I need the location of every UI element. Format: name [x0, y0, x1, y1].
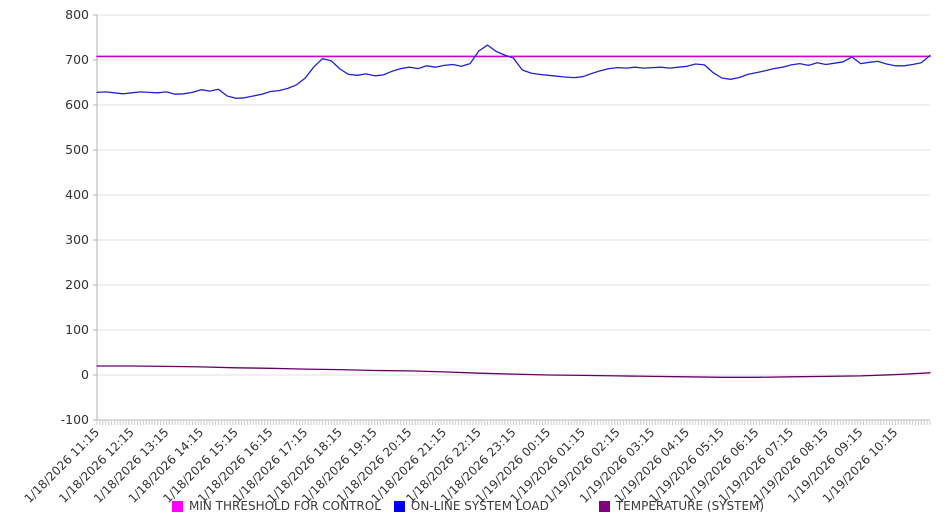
svg-text:400: 400: [65, 187, 89, 202]
legend-label-online-system-load: ON-LINE SYSTEM LOAD: [410, 499, 549, 513]
svg-text:800: 800: [65, 7, 89, 22]
svg-text:600: 600: [65, 97, 89, 112]
chart-legend: MIN THRESHOLD FOR CONTROL ON-LINE SYSTEM…: [172, 499, 764, 513]
svg-text:200: 200: [65, 277, 89, 292]
temperature-swatch-icon: [598, 500, 610, 512]
svg-text:-100: -100: [61, 412, 89, 427]
legend-item-temperature: TEMPERATURE (SYSTEM): [598, 499, 765, 513]
svg-text:700: 700: [65, 52, 89, 67]
online-system-load-swatch-icon: [393, 500, 405, 512]
legend-item-online-system-load: ON-LINE SYSTEM LOAD: [393, 499, 549, 513]
legend-label-min-threshold: MIN THRESHOLD FOR CONTROL: [189, 499, 381, 513]
min-threshold-swatch-icon: [172, 500, 183, 512]
legend-label-temperature: TEMPERATURE (SYSTEM): [615, 499, 765, 513]
legend-item-min-threshold: MIN THRESHOLD FOR CONTROL: [172, 499, 381, 513]
svg-text:0: 0: [81, 367, 89, 382]
svg-text:100: 100: [65, 322, 89, 337]
svg-text:300: 300: [65, 232, 89, 247]
svg-text:500: 500: [65, 142, 89, 157]
